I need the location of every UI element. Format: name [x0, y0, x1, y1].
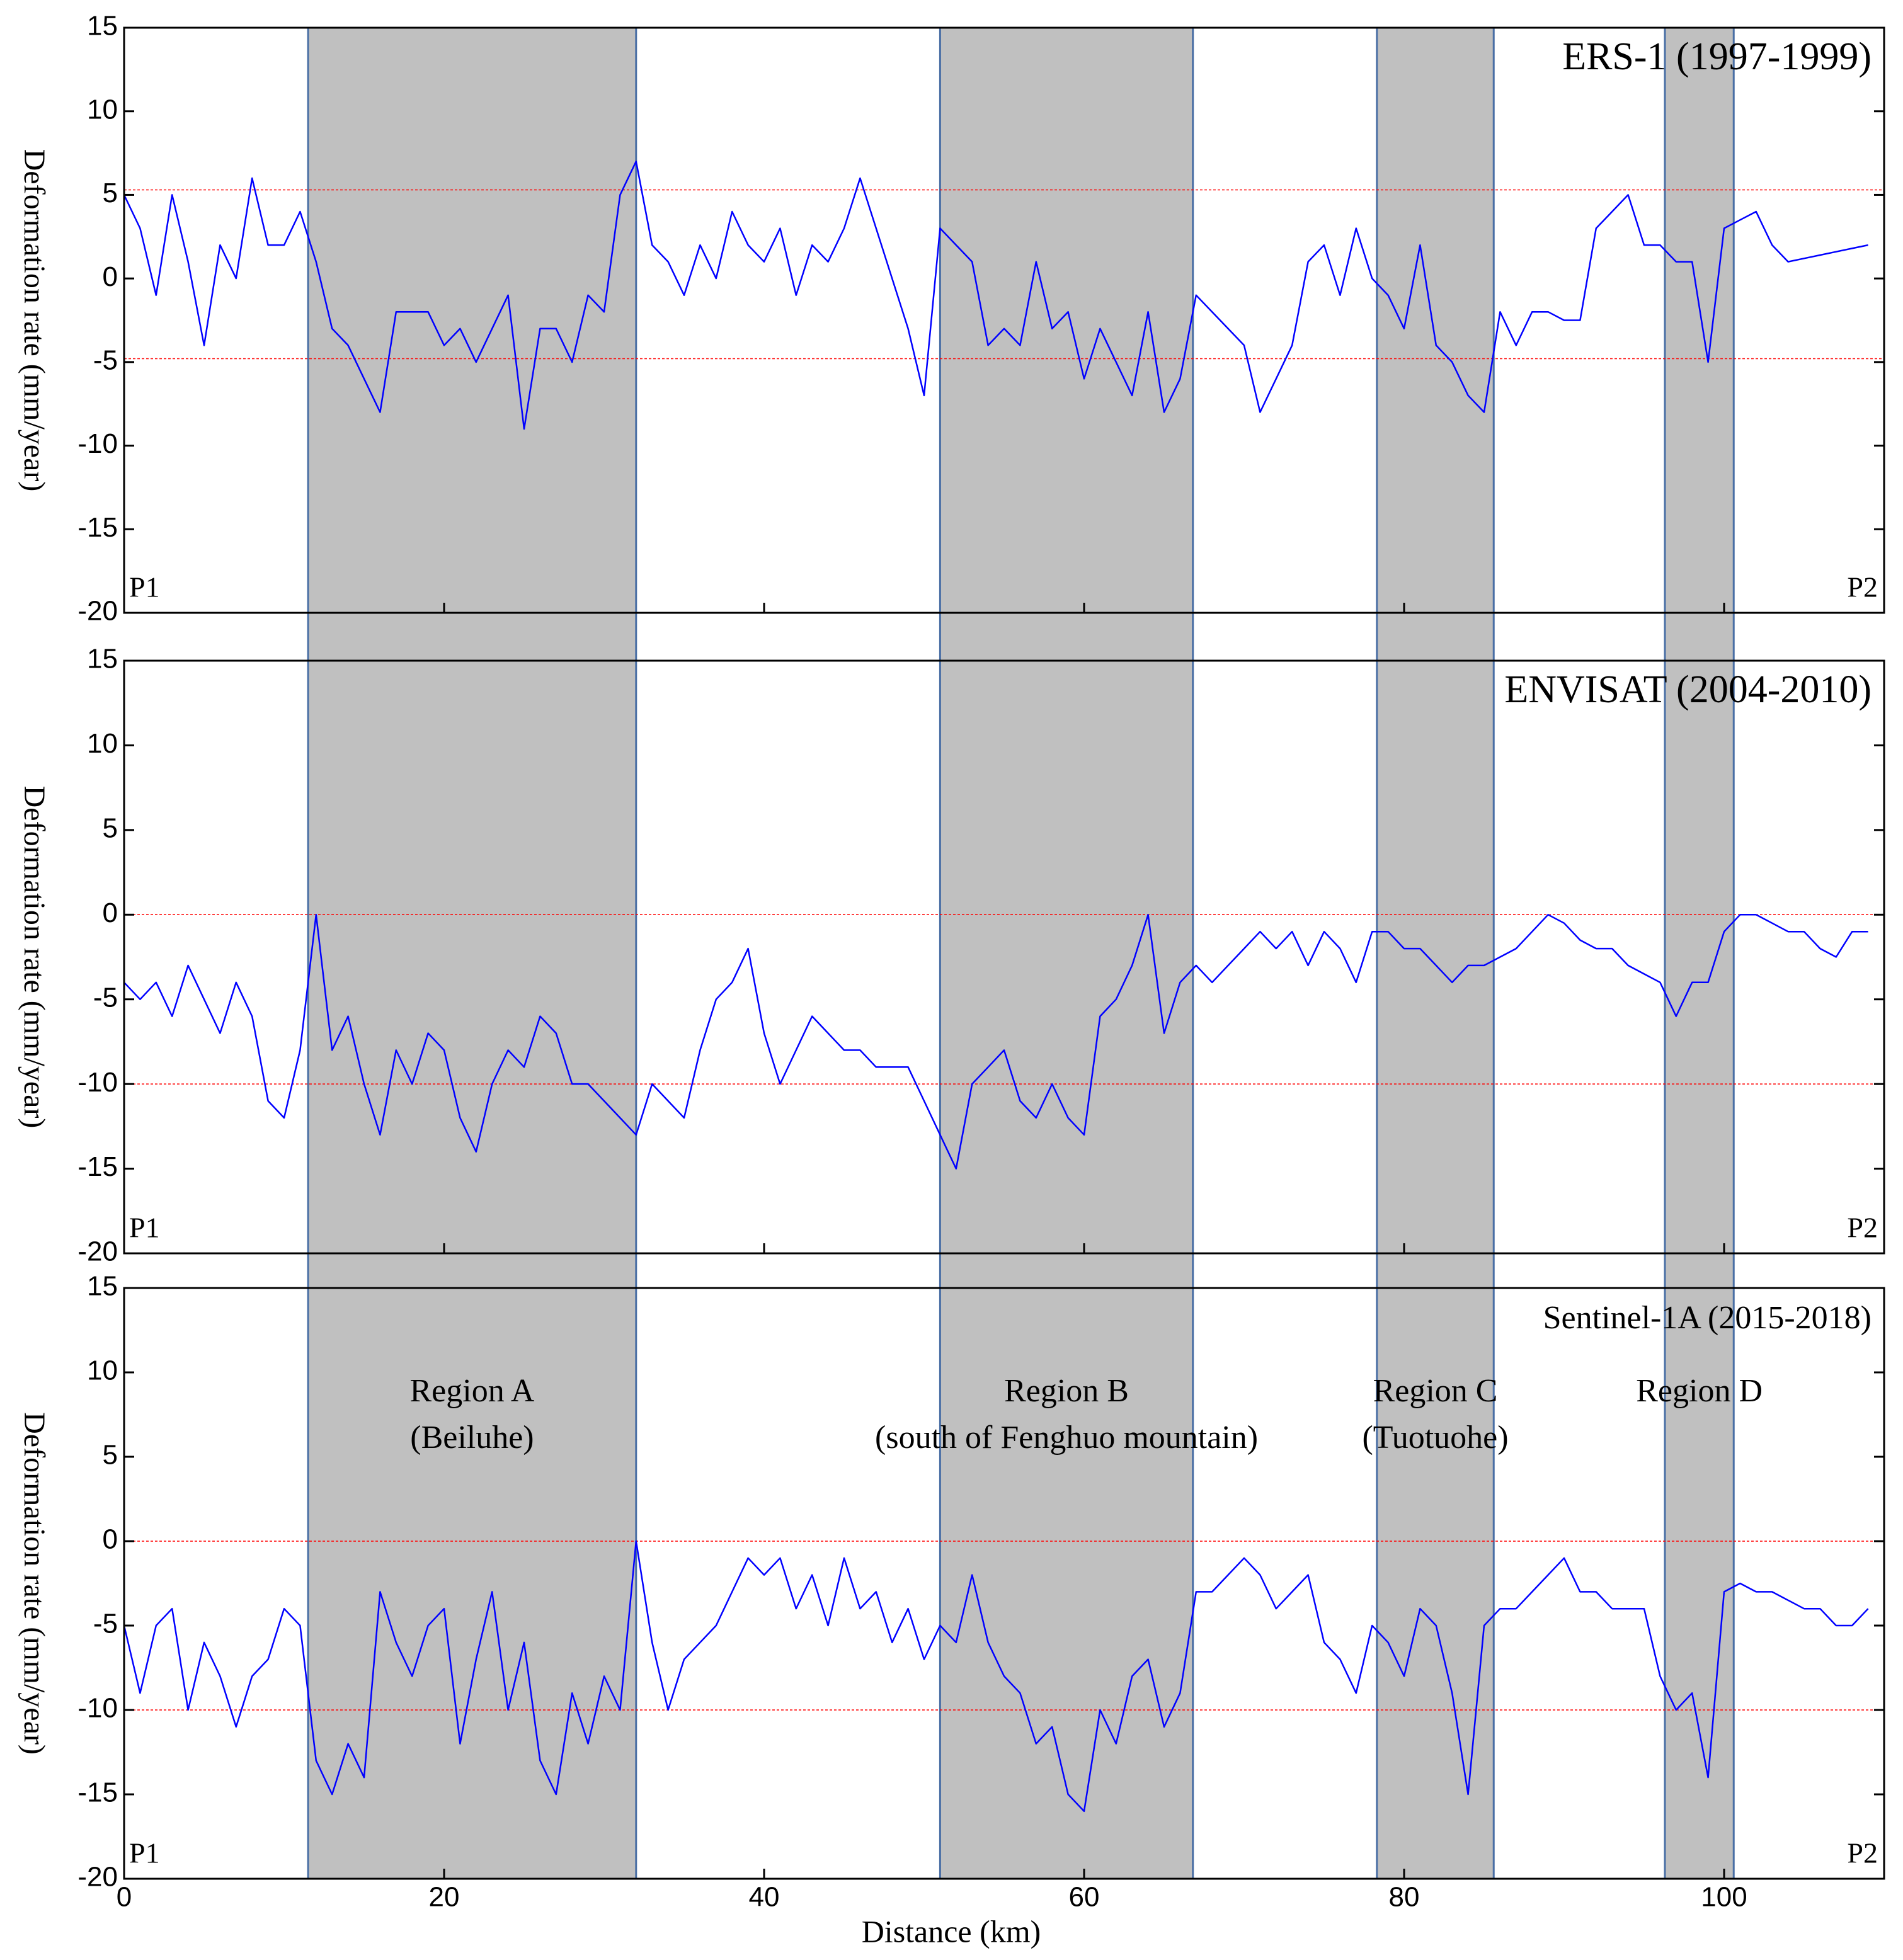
x-tick-label: 80 [1389, 1882, 1420, 1913]
y-tick-label: -20 [77, 1236, 118, 1267]
shaded-region [307, 26, 637, 1880]
y-tick-label: -10 [77, 1067, 118, 1098]
region-label: Region C [1373, 1373, 1498, 1409]
plot-frame [123, 659, 1885, 1255]
endpoint-label: P1 [129, 1837, 160, 1869]
shaded-region [1664, 26, 1735, 1880]
region-label: (Beiluhe) [410, 1420, 534, 1456]
y-tick-label: 0 [103, 1524, 118, 1555]
x-axis-label: Distance (km) [862, 1913, 1041, 1949]
region-label: (south of Fenghuo mountain) [875, 1420, 1258, 1456]
y-tick-label: -10 [77, 1693, 118, 1724]
y-tick-label: -15 [77, 1777, 118, 1808]
endpoint-label: P1 [129, 571, 160, 603]
endpoint-label: P1 [129, 1212, 160, 1244]
y-axis-label: Deformation rate (mm/year) [18, 1412, 51, 1755]
x-tick-label: 60 [1069, 1882, 1100, 1913]
x-tick-label: 100 [1701, 1882, 1747, 1913]
y-tick-label: -15 [77, 1151, 118, 1182]
y-tick-label: 5 [103, 178, 118, 208]
y-tick-label: 5 [103, 1440, 118, 1471]
x-tick-label: 0 [117, 1882, 132, 1913]
panel-title: ENVISAT (2004-2010) [1504, 668, 1872, 711]
data-line [123, 914, 1868, 1170]
region-label: Region A [409, 1373, 534, 1409]
plot-frame [123, 1287, 1885, 1880]
region-label: (Tuotuohe) [1362, 1420, 1508, 1456]
panel-title: ERS-1 (1997-1999) [1562, 35, 1872, 78]
y-tick-label: -5 [93, 982, 118, 1013]
y-tick-label: -15 [77, 512, 118, 543]
y-tick-label: 0 [103, 261, 118, 292]
endpoint-label: P2 [1847, 1837, 1878, 1869]
shaded-region [939, 26, 1194, 1880]
y-axis-label: Deformation rate (mm/year) [18, 786, 51, 1129]
y-tick-label: 15 [87, 644, 118, 675]
y-tick-label: 15 [87, 11, 118, 42]
y-tick-label: 0 [103, 897, 118, 928]
y-tick-label: 10 [87, 1355, 118, 1386]
region-label: Region D [1636, 1373, 1763, 1409]
y-tick-label: -20 [77, 1862, 118, 1893]
x-tick-label: 40 [749, 1882, 780, 1913]
y-tick-label: -10 [77, 428, 118, 459]
data-line [123, 1540, 1869, 1813]
y-tick-label: 5 [103, 812, 118, 843]
y-tick-label: 15 [87, 1271, 118, 1302]
y-tick-label: -5 [93, 345, 118, 375]
region-label: Region B [1004, 1373, 1129, 1409]
y-tick-label: 10 [87, 728, 118, 759]
endpoint-label: P2 [1847, 1212, 1878, 1244]
panel-title: Sentinel-1A (2015-2018) [1543, 1300, 1872, 1336]
y-tick-label: -20 [77, 596, 118, 627]
endpoint-label: P2 [1847, 571, 1878, 603]
x-tick-label: 20 [429, 1882, 460, 1913]
plot-frame [123, 26, 1885, 614]
y-tick-label: -5 [93, 1609, 118, 1639]
y-tick-label: 10 [87, 94, 118, 125]
data-line [123, 161, 1868, 430]
shaded-region [1376, 26, 1495, 1880]
y-axis-label: Deformation rate (mm/year) [18, 149, 51, 492]
